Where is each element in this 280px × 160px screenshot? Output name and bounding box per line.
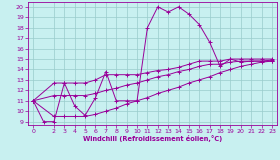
- X-axis label: Windchill (Refroidissement éolien,°C): Windchill (Refroidissement éolien,°C): [83, 135, 222, 142]
